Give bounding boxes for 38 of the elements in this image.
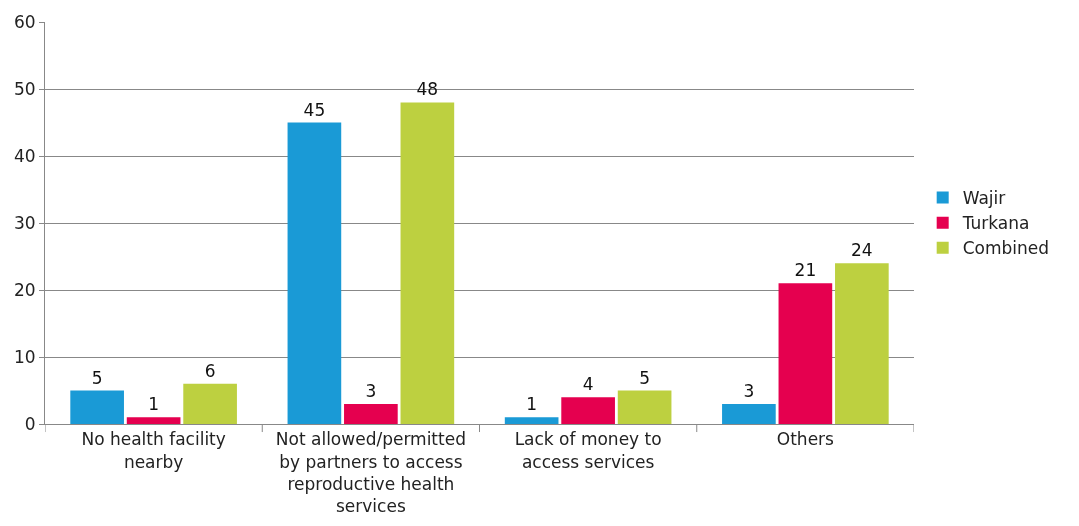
bar [504,417,559,424]
bar [561,397,615,424]
x-tick-label: No health facility nearby [81,429,226,472]
legend-label: Turkana [961,213,1030,234]
legend-label: Combined [962,238,1050,259]
data-label: 45 [303,99,326,120]
data-label: 5 [91,367,103,388]
data-label: 24 [851,240,873,261]
data-label: 3 [743,380,755,401]
data-label: 48 [416,79,439,100]
legend-label: Wajir [962,188,1006,209]
data-label: 6 [204,360,216,381]
data-label: 1 [148,394,160,415]
bar [126,417,181,424]
bar [722,403,776,424]
y-tick-label: 30 [13,212,36,233]
bar [835,263,889,424]
data-label: 3 [365,380,377,401]
bar [183,383,237,424]
y-tick-label: 10 [13,346,36,367]
data-label: 5 [639,367,651,388]
bar [287,122,342,424]
y-tick-label: 0 [24,413,36,434]
bar [778,283,833,424]
data-label: 1 [526,394,538,415]
y-tick-label: 50 [13,78,36,99]
y-tick-label: 60 [13,11,36,32]
x-tick-label: Lack of money to access services [514,429,662,472]
bar [617,390,672,424]
bar [344,403,398,424]
y-tick-label: 40 [13,145,36,166]
bar [70,390,124,424]
bar [400,102,455,424]
x-tick-label: Not allowed/permitted by partners to access reproductive health services [275,429,466,516]
x-tick-label: Others [776,429,835,450]
data-label: 4 [582,374,594,395]
y-tick-label: 20 [13,279,36,300]
data-label: 21 [794,260,817,281]
